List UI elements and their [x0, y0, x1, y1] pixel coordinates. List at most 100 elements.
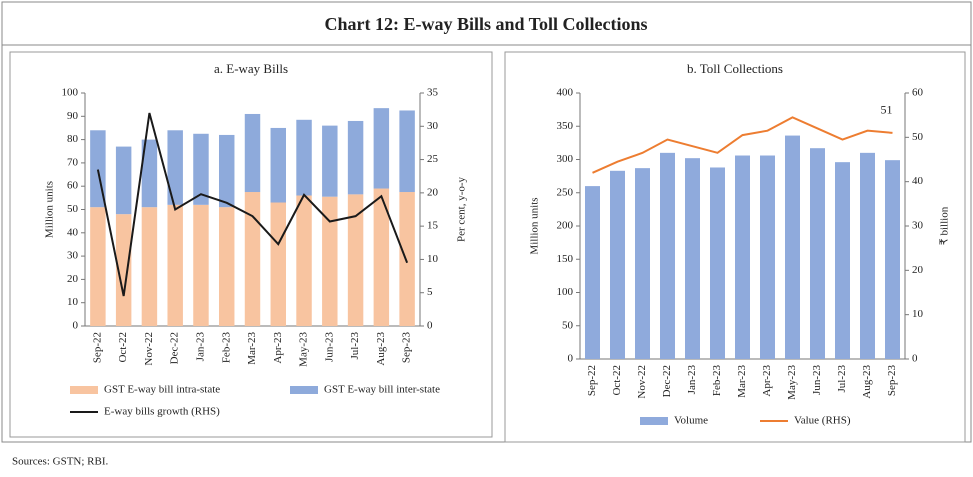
x-tick-label: Nov-22	[143, 332, 155, 366]
bar	[322, 196, 338, 326]
bar	[270, 127, 286, 203]
bar	[785, 135, 800, 359]
y-tick-label: 40	[67, 226, 79, 238]
page-title: Chart 12: E-way Bills and Toll Collectio…	[324, 14, 647, 34]
line	[96, 112, 409, 297]
y2-tick-label: 35	[427, 87, 439, 99]
y-tick-label: 250	[557, 186, 574, 198]
x-tick-label: Aug-23	[375, 332, 387, 366]
y-tick-label: 50	[562, 319, 574, 331]
x-tick-label: Jun-23	[323, 332, 335, 362]
y2-tick-label: 30	[427, 120, 439, 132]
x-tick-label: Apr-23	[761, 365, 773, 397]
y-tick-label: 350	[557, 120, 574, 132]
bar	[193, 204, 209, 326]
y2-tick-label: 40	[912, 175, 924, 187]
bar	[399, 110, 415, 193]
bar	[585, 186, 600, 359]
bar	[347, 194, 364, 326]
y-tick-label: 100	[62, 87, 79, 99]
x-tick-label: Sep-22	[91, 332, 103, 363]
x-tick-label: Feb-23	[220, 332, 232, 364]
y2-tick-label: 0	[427, 320, 433, 332]
x-tick-label: Jan-23	[686, 365, 698, 395]
y-tick-label: 150	[557, 253, 574, 265]
y2-tick-label: 30	[912, 220, 924, 232]
bar	[219, 207, 235, 326]
y2-tick-label: 25	[427, 153, 439, 165]
bar	[373, 188, 390, 326]
y-tick-label: 90	[67, 110, 79, 122]
y2-tick-label: 0	[912, 353, 918, 365]
y-tick-label: 70	[67, 156, 79, 168]
legend-label: E-way bills growth (RHS)	[104, 406, 220, 418]
x-tick-label: Jun-23	[811, 365, 823, 395]
y-axis-label: Million units	[529, 197, 541, 254]
x-tick-label: Aug-23	[861, 365, 873, 399]
y-tick-label: 80	[67, 133, 79, 145]
y-tick-label: 20	[67, 273, 79, 285]
x-tick-label: Mar-23	[246, 332, 258, 365]
panel-b-frame	[504, 51, 966, 443]
y-tick-label: 30	[67, 250, 79, 262]
bar	[115, 214, 132, 326]
bar	[244, 113, 261, 193]
bar	[244, 192, 261, 326]
x-tick-label: May-23	[786, 365, 798, 400]
panel-title: a. E-way Bills	[214, 61, 288, 76]
bar	[296, 195, 312, 326]
legend-label: GST E-way bill intra-state	[104, 384, 220, 396]
y-tick-label: 0	[73, 320, 79, 332]
bar	[635, 168, 650, 359]
x-tick-label: Oct-22	[611, 365, 623, 396]
legend-swatch	[640, 417, 668, 425]
y-tick-label: 50	[67, 203, 79, 215]
bar	[167, 130, 183, 205]
bar	[270, 202, 286, 326]
bar	[167, 204, 183, 326]
legend-swatch	[290, 386, 318, 394]
x-tick-label: Sep-23	[401, 332, 413, 364]
x-tick-label: Sep-22	[586, 365, 598, 396]
bar	[347, 120, 364, 195]
bar	[760, 155, 775, 359]
x-tick-label: Feb-23	[711, 365, 723, 397]
bar	[219, 134, 235, 208]
bar	[735, 155, 750, 359]
bar	[193, 133, 209, 205]
panel-a-frame	[9, 51, 493, 438]
y-tick-label: 0	[568, 353, 574, 365]
bar	[90, 207, 106, 326]
bar	[115, 146, 132, 215]
y2-tick-label: 10	[912, 308, 924, 320]
bar	[373, 108, 390, 189]
x-tick-label: Jul-23	[349, 332, 361, 360]
legend-label: Value (RHS)	[794, 415, 851, 427]
y2-tick-label: 20	[427, 186, 439, 198]
bar	[885, 160, 900, 359]
bar	[296, 119, 312, 196]
x-tick-label: Jan-23	[194, 332, 206, 362]
x-tick-label: Oct-22	[117, 332, 129, 363]
y2-tick-label: 5	[427, 286, 433, 298]
bar	[399, 192, 415, 326]
bar	[141, 207, 158, 326]
x-tick-label: Dec-22	[169, 332, 181, 364]
y-tick-label: 400	[557, 87, 574, 99]
legend-swatch	[70, 386, 98, 394]
source: Sources: GSTN; RBI.	[12, 456, 109, 468]
data-label: 51	[881, 103, 893, 117]
x-tick-label: Mar-23	[736, 365, 748, 398]
x-tick-label: Sep-23	[886, 365, 898, 397]
line	[592, 116, 893, 174]
bar	[141, 139, 158, 208]
bar	[660, 152, 675, 359]
legend-label: GST E-way bill inter-state	[324, 384, 440, 396]
y-tick-label: 100	[557, 286, 574, 298]
bar	[685, 158, 700, 359]
bar	[810, 148, 825, 359]
y2-axis-label: ₹ billion	[939, 206, 951, 245]
y-tick-label: 60	[67, 180, 79, 192]
y2-tick-label: 60	[912, 87, 924, 99]
